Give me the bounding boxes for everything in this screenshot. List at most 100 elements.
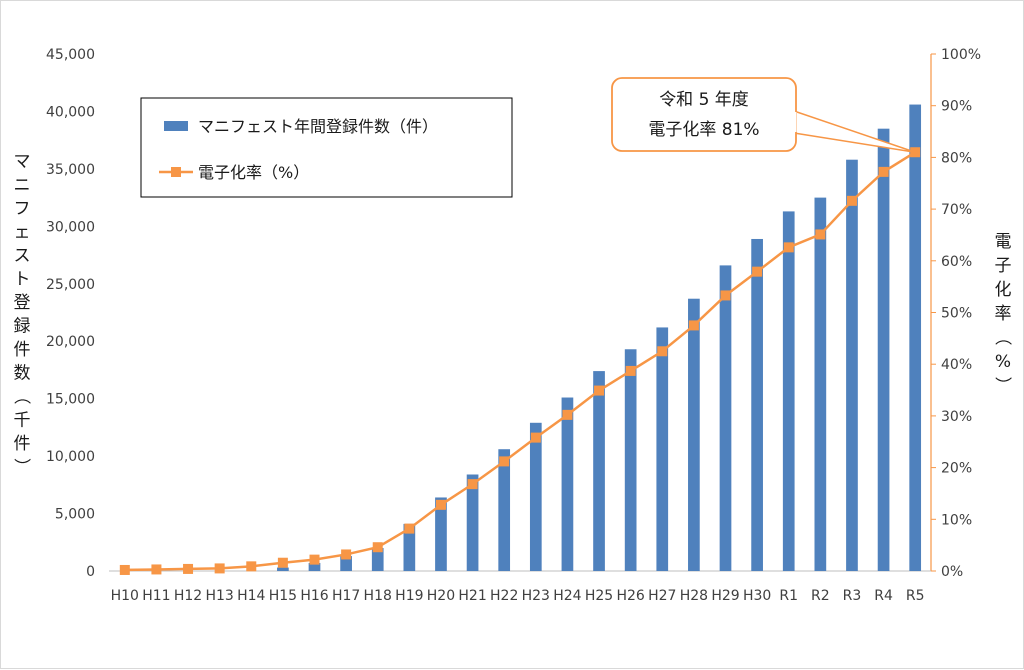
- bar: [340, 556, 352, 571]
- bar: [466, 474, 479, 571]
- bar: [782, 211, 795, 572]
- legend-box: [140, 97, 513, 198]
- x-tick-label: H15: [269, 588, 297, 604]
- x-tick-label: H13: [205, 588, 233, 604]
- right-tick-label: 90%: [941, 99, 972, 115]
- x-tick-label: H14: [237, 588, 265, 604]
- right-tick-label: 50%: [941, 306, 972, 322]
- rate-marker: [246, 561, 257, 572]
- left-tick-label: 30,000: [46, 219, 95, 235]
- axis-title-char: 率: [995, 304, 1012, 324]
- rate-marker: [435, 499, 446, 510]
- bar: [719, 265, 732, 571]
- right-axis-title: 電子化率 （% ）: [992, 232, 1012, 394]
- legend-bar-label: マニフェスト年間登録件数（件）: [198, 117, 438, 136]
- callout-pointer: [793, 110, 916, 153]
- rate-marker: [688, 320, 699, 331]
- x-tick-label: R4: [874, 588, 893, 604]
- right-tick-label: 40%: [941, 357, 972, 373]
- bar: [909, 104, 922, 571]
- x-tick-label: H30: [743, 588, 771, 604]
- bar: [688, 298, 700, 571]
- bar: [403, 523, 416, 571]
- rate-marker: [878, 166, 889, 177]
- axis-title-char: ス: [14, 246, 31, 266]
- rate-line: [124, 151, 916, 572]
- axis-title-char: フ: [14, 199, 31, 219]
- callout-box: [611, 77, 797, 152]
- axis-title-char: 電: [995, 232, 1012, 252]
- axis-title-char: 件: [14, 434, 31, 454]
- bar: [877, 128, 890, 571]
- right-tick-label: 10%: [941, 512, 972, 528]
- rate-marker: [657, 346, 668, 357]
- left-tick-label: 45,000: [46, 47, 95, 63]
- x-tick-label: H18: [364, 588, 392, 604]
- x-tick-label: H23: [522, 588, 550, 604]
- bar: [656, 327, 669, 571]
- axis-title-char: ）: [992, 377, 1012, 394]
- x-tick-label: H16: [300, 588, 328, 604]
- bar: [814, 197, 827, 571]
- left-tick-label: 10,000: [46, 449, 95, 465]
- right-tick-label: 70%: [941, 202, 972, 218]
- bar: [593, 371, 605, 571]
- axis-title-char: ェ: [14, 223, 31, 243]
- left-y-axis: 0 5,000 10,000 15,000 20,000 25,000 30,000 35,0…: [46, 47, 95, 580]
- rate-marker: [752, 266, 763, 277]
- line-series: [119, 147, 921, 575]
- axis-title-char: マ: [14, 152, 31, 172]
- x-tick-label: R3: [843, 588, 862, 604]
- x-tick-label: H26: [616, 588, 644, 604]
- left-tick-label: 25,000: [46, 277, 95, 293]
- rate-marker: [594, 385, 605, 396]
- axis-title-char: %: [995, 352, 1011, 372]
- axis-title-char: 子: [995, 256, 1012, 276]
- rate-marker: [846, 195, 857, 206]
- rate-marker: [309, 554, 320, 565]
- left-tick-label: 40,000: [46, 104, 95, 120]
- legend-bar-swatch: [164, 121, 188, 131]
- bar: [498, 449, 511, 571]
- bar: [561, 397, 574, 571]
- callout-line1: 令和 5 年度: [659, 90, 749, 110]
- bar: [308, 562, 321, 571]
- right-tick-label: 60%: [941, 254, 972, 270]
- axis-title-char: （: [992, 329, 1012, 346]
- right-tick-label: 30%: [941, 409, 972, 425]
- axis-title-char: 数: [14, 364, 31, 384]
- legend-marker-swatch: [171, 167, 181, 177]
- rate-marker: [341, 549, 352, 560]
- legend: マニフェスト年間登録件数（件） 電子化率（%）: [140, 97, 513, 198]
- axis-title-char: 登: [14, 293, 31, 313]
- rate-marker: [783, 242, 794, 253]
- right-tick-label: 80%: [941, 150, 972, 166]
- x-tick-label: H28: [680, 588, 708, 604]
- rate-marker: [404, 523, 415, 534]
- right-y-axis: 0% 10% 20% 30% 40% 50% 60% 70% 80% 90% 100%: [930, 47, 981, 580]
- x-tick-label: H22: [490, 588, 518, 604]
- x-tick-label: R1: [779, 588, 798, 604]
- bar: [846, 159, 858, 571]
- left-tick-label: 5,000: [55, 507, 95, 523]
- rate-marker: [372, 542, 383, 553]
- bar: [529, 422, 542, 571]
- x-tick-label: H21: [458, 588, 486, 604]
- bar: [751, 238, 763, 571]
- x-tick-label: H17: [332, 588, 360, 604]
- callout-line2: 電子化率 81%: [648, 120, 759, 140]
- rate-marker: [277, 557, 288, 568]
- axis-title-char: ト: [14, 270, 31, 290]
- axis-title-char: ）: [11, 458, 31, 475]
- rate-marker: [530, 432, 541, 443]
- left-tick-label: 15,000: [46, 392, 95, 408]
- left-tick-label: 20,000: [46, 334, 95, 350]
- x-tick-label: R2: [811, 588, 830, 604]
- x-axis: H10 H11 H12 H13 H14 H15 H16 H17 H18 H19 H20 H21 H22 H…: [109, 570, 931, 604]
- x-tick-label: H19: [395, 588, 423, 604]
- bar-series: [277, 104, 922, 572]
- x-tick-label: H24: [553, 588, 581, 604]
